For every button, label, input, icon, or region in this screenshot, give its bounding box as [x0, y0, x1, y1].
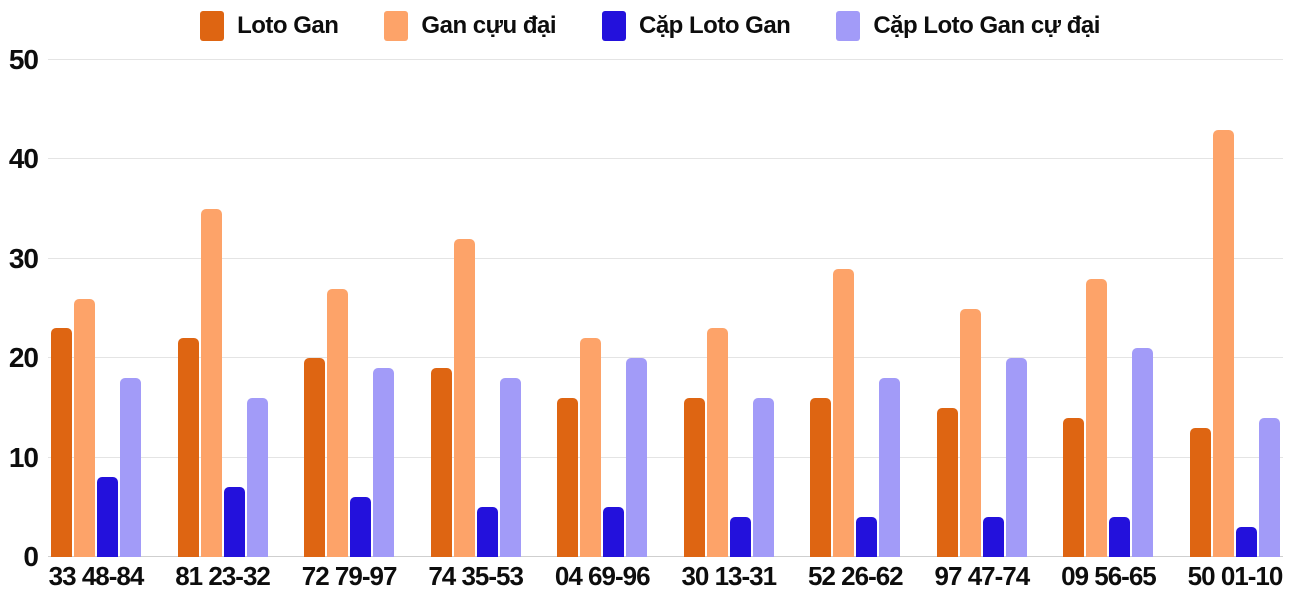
- bar: [499, 378, 521, 557]
- legend-label: Cặp Loto Gan: [639, 12, 791, 39]
- bar: [1259, 417, 1280, 557]
- bar: [200, 209, 222, 557]
- gridline: [48, 357, 1283, 359]
- x-axis-label: 09 56-65: [1061, 561, 1157, 591]
- legend-swatch: [836, 11, 861, 41]
- legend-swatch: [384, 11, 409, 41]
- x-axis-label: 33 48-84: [48, 561, 145, 591]
- bar: [833, 268, 855, 557]
- y-axis-label: 40: [8, 143, 39, 175]
- legend-swatch: [602, 11, 626, 41]
- bar-group: [1062, 278, 1154, 557]
- gridline: [48, 158, 1283, 160]
- gridline: [48, 59, 1283, 60]
- bar: [1132, 348, 1154, 557]
- x-axis-label: 30 13-31: [681, 561, 777, 591]
- legend-item: Cặp Loto Gan cự đại: [836, 11, 1100, 41]
- x-axis: 33 48-84 81 23-32 72 79-97 74 35-53 04 69-96…: [48, 560, 1284, 594]
- bar: [752, 397, 774, 557]
- x-axis-label: 97 47-74: [934, 561, 1031, 591]
- x-axis-label: 72 79-97: [301, 561, 398, 591]
- x-axis-label: 74 35-53: [428, 561, 524, 591]
- plot-area: [48, 59, 1283, 557]
- bar-group: [430, 238, 522, 557]
- legend-item: Gan cựu đại: [384, 11, 556, 41]
- gridline: [48, 257, 1283, 259]
- x-axis-line: [48, 556, 1283, 557]
- chart-legend: Loto Gan Gan cựu đại Cặp Loto Gan Cặp Loto …: [0, 10, 1300, 42]
- legend-item: Cặp Loto Gan: [602, 11, 791, 41]
- y-axis: 0 10 20 30 40 50: [0, 45, 39, 572]
- bar: [476, 507, 498, 557]
- bar: [557, 397, 579, 557]
- y-axis-label: 50: [8, 44, 39, 75]
- legend-label: Cặp Loto Gan cự đại: [873, 12, 1100, 39]
- bar: [626, 358, 648, 557]
- bar: [1109, 517, 1131, 557]
- bar-group: [1189, 129, 1281, 557]
- bar: [580, 338, 602, 557]
- bar: [982, 517, 1004, 557]
- bar: [1086, 278, 1108, 557]
- bar: [97, 477, 118, 557]
- bar: [177, 338, 199, 557]
- bar: [936, 407, 958, 557]
- bar: [51, 328, 72, 557]
- bar: [304, 358, 326, 557]
- legend-swatch: [200, 11, 225, 41]
- bar: [603, 507, 625, 557]
- bar: [350, 497, 372, 557]
- bar: [959, 308, 981, 557]
- bar: [729, 517, 751, 557]
- x-axis-label: 81 23-32: [175, 561, 271, 591]
- bar: [1005, 358, 1027, 557]
- bar-group: [683, 328, 775, 557]
- bar: [327, 288, 349, 557]
- bar: [246, 397, 268, 557]
- bar: [706, 328, 728, 557]
- x-axis-label: 50 01-10: [1187, 561, 1284, 591]
- bar-group: [556, 338, 648, 557]
- y-axis-label: 0: [23, 541, 39, 572]
- bar: [373, 368, 395, 557]
- bar-group: [936, 308, 1028, 557]
- legend-item: Loto Gan: [200, 11, 339, 41]
- y-axis-label: 30: [8, 242, 39, 274]
- y-axis-label: 20: [8, 342, 39, 374]
- bar: [223, 487, 245, 557]
- bar: [120, 378, 141, 557]
- bar: [879, 378, 901, 557]
- bar: [1190, 427, 1211, 557]
- bar-group: [303, 288, 395, 557]
- bar: [1236, 527, 1257, 557]
- x-axis-label: 52 26-62: [808, 561, 904, 591]
- bar: [74, 298, 95, 557]
- bar-group: [809, 268, 901, 557]
- bar: [683, 397, 705, 557]
- x-axis-label: 04 69-96: [554, 561, 651, 591]
- bar: [810, 397, 832, 557]
- legend-label: Gan cựu đại: [421, 12, 556, 39]
- gridline: [48, 456, 1283, 458]
- bar-group: [50, 298, 142, 557]
- bar: [1213, 129, 1234, 557]
- bar-group: [177, 209, 269, 557]
- legend-label: Loto Gan: [237, 12, 339, 39]
- y-axis-label: 10: [8, 441, 39, 473]
- bar: [1063, 417, 1085, 557]
- bar: [453, 238, 475, 557]
- bar: [430, 368, 452, 557]
- bar: [856, 517, 878, 557]
